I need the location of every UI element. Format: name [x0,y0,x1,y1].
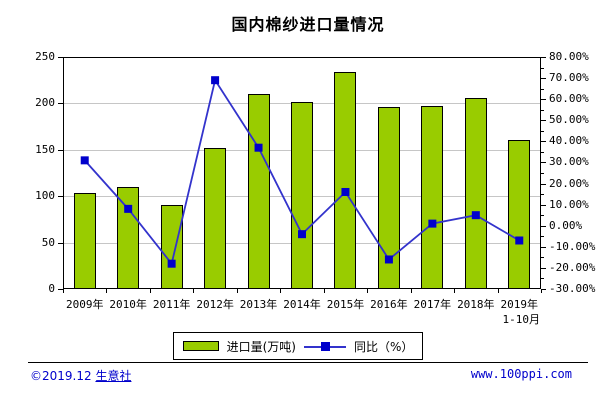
copyright-prefix: ©2019.12 [30,369,96,383]
x-axis-category-label: 2012年 [196,298,234,311]
right-axis-tick [541,204,546,206]
right-axis-tick [541,183,546,185]
left-axis-tick-label: 0 [48,282,55,295]
right-axis-tick-label: 50.00% [549,113,589,127]
x-axis-category-label: 2011年 [152,298,191,311]
left-axis-tick-label: 100 [35,189,55,203]
right-axis-minor-tick [541,130,544,132]
x-axis-tick [149,289,151,293]
legend-line-label: 同比（%） [353,339,414,354]
left-axis-tick [58,103,63,105]
right-axis-tick-label: -30.00% [549,282,596,295]
right-axis-tick-label: 40.00% [549,134,589,148]
right-axis-minor-tick [541,278,544,280]
left-axis-tick [58,289,63,290]
legend-line-marker [320,341,330,351]
x-axis-category-label: 2009年 [65,298,104,311]
right-axis-tick [541,57,546,58]
right-axis-tick [541,289,546,290]
right-axis-tick-label: 0.00% [549,218,583,232]
x-axis-tick [497,289,499,293]
copyright-text: ©2019.12 生意社 [30,367,131,384]
left-axis-tick-label: 50 [41,235,55,249]
right-axis-tick-label: 80.00% [549,50,589,63]
right-axis-tick [541,267,546,269]
bar [334,71,357,289]
footer-divider [28,362,588,363]
chart-title: 国内棉纱进口量情况 [231,15,385,34]
x-axis-category-label: 2015年 [326,298,365,311]
right-axis-minor-tick [541,257,544,259]
right-axis-tick [541,141,546,143]
site-url-link[interactable]: www.100ppi.com [470,367,572,381]
legend-bar-label: 进口量(万吨) [226,339,296,354]
right-axis-tick-label: 60.00% [549,92,589,106]
x-axis-tick [280,289,282,293]
bar [508,139,531,289]
right-axis-tick-label: 10.00% [549,197,589,211]
x-axis-category-label: 2013年 [239,298,278,311]
right-axis-minor-tick [541,236,544,238]
x-axis-category-label: 2019年 [500,298,539,311]
bar [377,107,400,289]
left-axis-tick [58,196,63,198]
bar [117,186,140,289]
x-axis-tick [106,289,108,293]
right-axis-tick-label: -20.00% [549,260,596,274]
left-axis-tick-label: 250 [35,50,55,63]
x-axis-tick [410,289,412,293]
x-axis-tick [541,289,542,293]
right-axis-minor-tick [541,67,544,69]
right-axis-tick [541,99,546,101]
bar [464,97,487,289]
x-axis-tick [454,289,456,293]
left-axis-tick [58,242,63,244]
right-axis-minor-tick [541,194,544,196]
left-axis-tick [58,149,63,151]
legend-bar-swatch [182,341,219,351]
site-name-link[interactable]: 生意社 [95,369,132,383]
bar [291,102,313,289]
x-axis-tick [236,289,238,293]
bar [421,106,444,289]
bar [247,94,270,289]
legend-line-swatch [303,341,346,352]
bar [204,147,227,289]
right-axis-tick [541,78,546,80]
right-axis-minor-tick [541,88,544,90]
legend: 进口量(万吨) 同比（%） [173,332,423,360]
right-axis-tick [541,162,546,164]
right-axis-tick [541,225,546,227]
x-axis-tick [193,289,195,293]
right-axis-tick-label: 70.00% [549,71,589,85]
right-axis-tick-label: 20.00% [549,176,589,190]
x-axis-category-label: 2018年 [457,298,495,311]
right-axis-tick-label: 30.00% [549,155,589,169]
right-axis-tick-label: -10.00% [549,239,596,253]
x-axis-tick [323,289,325,293]
left-axis-tick [58,57,63,58]
bar [160,205,183,289]
right-axis-minor-tick [541,215,544,217]
x-axis-tick [63,289,64,293]
right-axis-minor-tick [541,173,544,174]
x-axis-category-label: 2016年 [370,298,408,311]
right-axis-tick [541,246,546,248]
x-axis-category-sublabel: 1-10月 [502,313,541,326]
x-axis-category-label: 2010年 [109,298,147,311]
x-axis-tick [367,289,369,293]
left-axis-tick-label: 200 [35,96,55,110]
left-axis-tick-label: 150 [35,142,55,156]
x-axis-category-label: 2017年 [413,298,452,311]
x-axis-category-label: 2014年 [283,298,321,311]
bar [73,193,96,289]
right-axis-tick [541,120,546,122]
right-axis-minor-tick [541,109,544,111]
right-axis-minor-tick [541,151,544,153]
